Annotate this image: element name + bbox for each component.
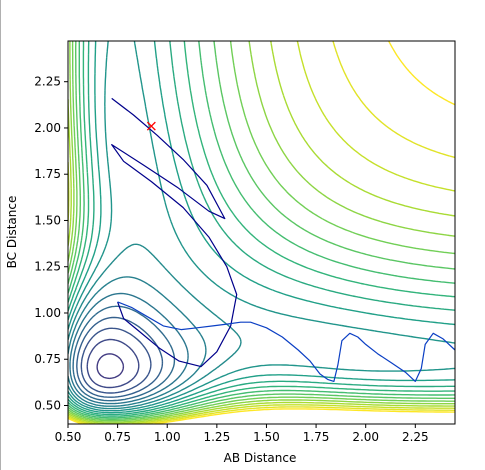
contour-level-line [68,41,455,424]
y-tick-label: 0.50 [34,398,61,412]
y-axis-label: BC Distance [5,196,19,269]
contour-level-line [76,316,164,398]
contour-level-line [68,41,455,419]
contour-level-line [68,41,455,424]
y-tick-label: 2.00 [34,121,61,135]
contour-level-line [68,41,455,424]
x-tick-label: 2.00 [352,430,379,444]
trajectory-line [111,97,238,368]
x-tick-label: 1.00 [154,430,181,444]
contour-level-line [68,41,455,420]
x-tick-label: 1.25 [203,430,230,444]
x-tick-label: 1.75 [303,430,330,444]
y-tick-label: 1.00 [34,306,61,320]
contour-level-line [69,292,189,405]
x-tick-label: 2.25 [402,430,429,444]
y-tick-label: 2.25 [34,75,61,89]
contour-level-line [96,353,125,380]
y-axis-ticks: 0.50 0.75 1.00 1.25 1.50 1.75 2.00 2.25 [34,75,68,412]
left-border-line [0,0,1,470]
contour-level-line [80,327,152,394]
plot-background [68,41,455,424]
x-tick-label: 0.75 [104,430,131,444]
contour-level-line [68,41,455,422]
y-tick-label: 1.25 [34,260,61,274]
x-tick-label: 1.50 [253,430,280,444]
contour-lines [68,41,455,424]
y-tick-label: 0.75 [34,352,61,366]
contour-level-line [68,243,242,410]
contour-level-line [72,305,176,402]
contour-level-line [68,276,207,407]
trajectory-lines [111,97,455,382]
start-marker-group [146,121,156,131]
contour-level-line [68,41,455,412]
x-axis-label: AB Distance [224,451,297,465]
y-tick-label: 1.50 [34,213,61,227]
x-axis-ticks: 0.50 0.75 1.00 1.25 1.50 1.75 2.00 2.25 [55,424,429,444]
contour-level-line [86,338,140,389]
y-tick-label: 1.75 [34,167,61,181]
contour-level-line [68,41,455,423]
start-marker-x [146,121,156,131]
trajectory-line [117,301,455,382]
plot-frame [67,40,456,425]
contour-level-line [68,41,455,417]
x-tick-label: 0.50 [55,430,82,444]
